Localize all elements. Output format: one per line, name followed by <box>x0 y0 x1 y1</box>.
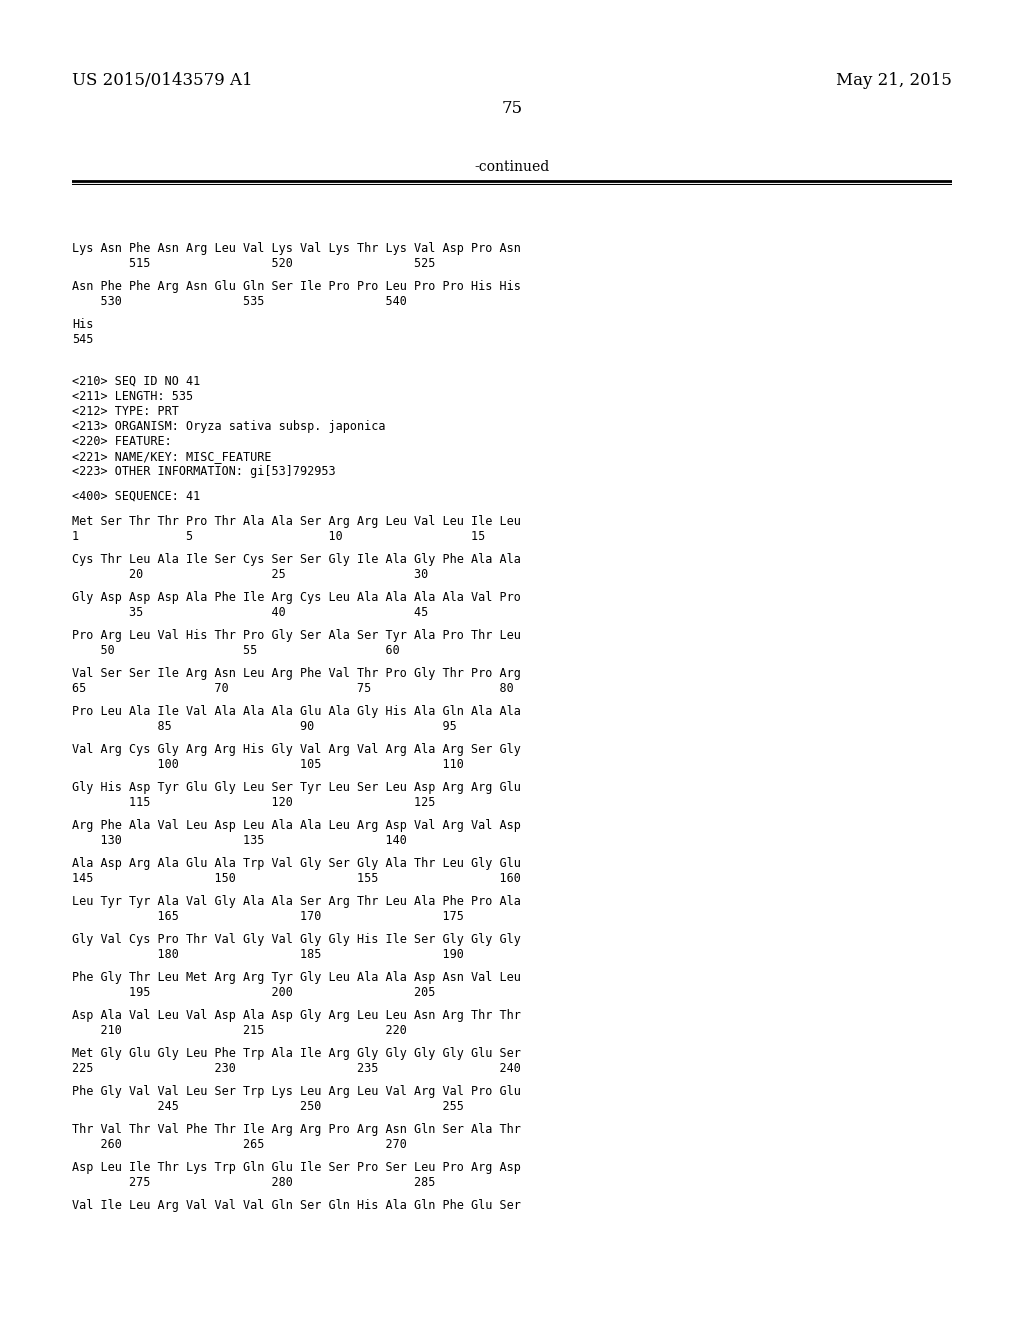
Text: Arg Phe Ala Val Leu Asp Leu Ala Ala Leu Arg Asp Val Arg Val Asp: Arg Phe Ala Val Leu Asp Leu Ala Ala Leu … <box>72 818 521 832</box>
Text: Asp Ala Val Leu Val Asp Ala Asp Gly Arg Leu Leu Asn Arg Thr Thr: Asp Ala Val Leu Val Asp Ala Asp Gly Arg … <box>72 1008 521 1022</box>
Text: 195                 200                 205: 195 200 205 <box>72 986 435 999</box>
Text: 225                 230                 235                 240: 225 230 235 240 <box>72 1063 521 1074</box>
Text: 530                 535                 540: 530 535 540 <box>72 294 407 308</box>
Text: 100                 105                 110: 100 105 110 <box>72 758 464 771</box>
Text: Met Ser Thr Thr Pro Thr Ala Ala Ser Arg Arg Leu Val Leu Ile Leu: Met Ser Thr Thr Pro Thr Ala Ala Ser Arg … <box>72 515 521 528</box>
Text: Pro Arg Leu Val His Thr Pro Gly Ser Ala Ser Tyr Ala Pro Thr Leu: Pro Arg Leu Val His Thr Pro Gly Ser Ala … <box>72 630 521 642</box>
Text: 260                 265                 270: 260 265 270 <box>72 1138 407 1151</box>
Text: 35                  40                  45: 35 40 45 <box>72 606 428 619</box>
Text: US 2015/0143579 A1: US 2015/0143579 A1 <box>72 73 253 88</box>
Text: Cys Thr Leu Ala Ile Ser Cys Ser Ser Gly Ile Ala Gly Phe Ala Ala: Cys Thr Leu Ala Ile Ser Cys Ser Ser Gly … <box>72 553 521 566</box>
Text: <211> LENGTH: 535: <211> LENGTH: 535 <box>72 389 194 403</box>
Text: Asn Phe Phe Arg Asn Glu Gln Ser Ile Pro Pro Leu Pro Pro His His: Asn Phe Phe Arg Asn Glu Gln Ser Ile Pro … <box>72 280 521 293</box>
Text: Val Ile Leu Arg Val Val Val Gln Ser Gln His Ala Gln Phe Glu Ser: Val Ile Leu Arg Val Val Val Gln Ser Gln … <box>72 1199 521 1212</box>
Text: <212> TYPE: PRT: <212> TYPE: PRT <box>72 405 179 418</box>
Text: 115                 120                 125: 115 120 125 <box>72 796 435 809</box>
Text: Gly His Asp Tyr Glu Gly Leu Ser Tyr Leu Ser Leu Asp Arg Arg Glu: Gly His Asp Tyr Glu Gly Leu Ser Tyr Leu … <box>72 781 521 795</box>
Text: 545: 545 <box>72 333 93 346</box>
Text: 1               5                   10                  15: 1 5 10 15 <box>72 531 485 543</box>
Text: Val Ser Ser Ile Arg Asn Leu Arg Phe Val Thr Pro Gly Thr Pro Arg: Val Ser Ser Ile Arg Asn Leu Arg Phe Val … <box>72 667 521 680</box>
Text: Asp Leu Ile Thr Lys Trp Gln Glu Ile Ser Pro Ser Leu Pro Arg Asp: Asp Leu Ile Thr Lys Trp Gln Glu Ile Ser … <box>72 1162 521 1173</box>
Text: <221> NAME/KEY: MISC_FEATURE: <221> NAME/KEY: MISC_FEATURE <box>72 450 271 463</box>
Text: Pro Leu Ala Ile Val Ala Ala Ala Glu Ala Gly His Ala Gln Ala Ala: Pro Leu Ala Ile Val Ala Ala Ala Glu Ala … <box>72 705 521 718</box>
Text: <400> SEQUENCE: 41: <400> SEQUENCE: 41 <box>72 490 201 503</box>
Text: 50                  55                  60: 50 55 60 <box>72 644 399 657</box>
Text: <220> FEATURE:: <220> FEATURE: <box>72 436 172 447</box>
Text: <223> OTHER INFORMATION: gi[53]792953: <223> OTHER INFORMATION: gi[53]792953 <box>72 465 336 478</box>
Text: 75: 75 <box>502 100 522 117</box>
Text: Leu Tyr Tyr Ala Val Gly Ala Ala Ser Arg Thr Leu Ala Phe Pro Ala: Leu Tyr Tyr Ala Val Gly Ala Ala Ser Arg … <box>72 895 521 908</box>
Text: Ala Asp Arg Ala Glu Ala Trp Val Gly Ser Gly Ala Thr Leu Gly Glu: Ala Asp Arg Ala Glu Ala Trp Val Gly Ser … <box>72 857 521 870</box>
Text: 85                  90                  95: 85 90 95 <box>72 719 457 733</box>
Text: May 21, 2015: May 21, 2015 <box>837 73 952 88</box>
Text: 210                 215                 220: 210 215 220 <box>72 1024 407 1038</box>
Text: Thr Val Thr Val Phe Thr Ile Arg Arg Pro Arg Asn Gln Ser Ala Thr: Thr Val Thr Val Phe Thr Ile Arg Arg Pro … <box>72 1123 521 1137</box>
Text: 180                 185                 190: 180 185 190 <box>72 948 464 961</box>
Text: Gly Asp Asp Asp Ala Phe Ile Arg Cys Leu Ala Ala Ala Ala Val Pro: Gly Asp Asp Asp Ala Phe Ile Arg Cys Leu … <box>72 591 521 605</box>
Text: 275                 280                 285: 275 280 285 <box>72 1176 435 1189</box>
Text: 65                  70                  75                  80: 65 70 75 80 <box>72 682 514 696</box>
Text: 165                 170                 175: 165 170 175 <box>72 909 464 923</box>
Text: 515                 520                 525: 515 520 525 <box>72 257 435 271</box>
Text: Met Gly Glu Gly Leu Phe Trp Ala Ile Arg Gly Gly Gly Gly Glu Ser: Met Gly Glu Gly Leu Phe Trp Ala Ile Arg … <box>72 1047 521 1060</box>
Text: 145                 150                 155                 160: 145 150 155 160 <box>72 873 521 884</box>
Text: Val Arg Cys Gly Arg Arg His Gly Val Arg Val Arg Ala Arg Ser Gly: Val Arg Cys Gly Arg Arg His Gly Val Arg … <box>72 743 521 756</box>
Text: Phe Gly Thr Leu Met Arg Arg Tyr Gly Leu Ala Ala Asp Asn Val Leu: Phe Gly Thr Leu Met Arg Arg Tyr Gly Leu … <box>72 972 521 983</box>
Text: 130                 135                 140: 130 135 140 <box>72 834 407 847</box>
Text: Phe Gly Val Val Leu Ser Trp Lys Leu Arg Leu Val Arg Val Pro Glu: Phe Gly Val Val Leu Ser Trp Lys Leu Arg … <box>72 1085 521 1098</box>
Text: His: His <box>72 318 93 331</box>
Text: Lys Asn Phe Asn Arg Leu Val Lys Val Lys Thr Lys Val Asp Pro Asn: Lys Asn Phe Asn Arg Leu Val Lys Val Lys … <box>72 242 521 255</box>
Text: Gly Val Cys Pro Thr Val Gly Val Gly Gly His Ile Ser Gly Gly Gly: Gly Val Cys Pro Thr Val Gly Val Gly Gly … <box>72 933 521 946</box>
Text: 245                 250                 255: 245 250 255 <box>72 1100 464 1113</box>
Text: <213> ORGANISM: Oryza sativa subsp. japonica: <213> ORGANISM: Oryza sativa subsp. japo… <box>72 420 385 433</box>
Text: -continued: -continued <box>474 160 550 174</box>
Text: 20                  25                  30: 20 25 30 <box>72 568 428 581</box>
Text: <210> SEQ ID NO 41: <210> SEQ ID NO 41 <box>72 375 201 388</box>
